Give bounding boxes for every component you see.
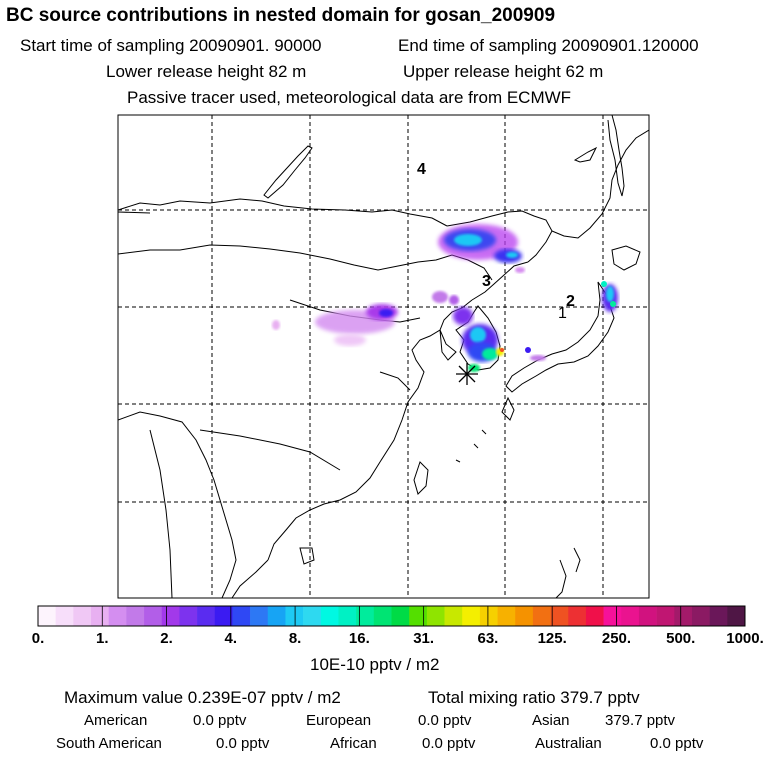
colorbar-cell [497,606,516,626]
contribution-field [272,224,618,372]
colorbar-cell [338,606,357,626]
grid-lines [118,115,649,598]
colorbar-cell [585,606,604,626]
colorbar-tick-label: 125. [537,630,567,647]
map-frame [117,114,650,599]
colorbar-tick-label: 31. [413,630,435,647]
colorbar-cell [38,606,56,626]
colorbar-cell [285,606,304,626]
colorbar-cell [373,606,392,626]
colorbar-cell [532,606,551,626]
colorbar-tick-label: 4. [224,630,238,647]
upper-release-height: Upper release height 62 m [403,62,604,81]
colorbar-cell [320,606,339,626]
australian-value: 0.0 pptv [650,735,704,752]
colorbar-unit: 10E-10 pptv / m2 [310,655,440,674]
maximum-value: Maximum value 0.239E-07 pptv / m2 [64,688,341,707]
colorbar-cell [426,606,445,626]
asian-label: Asian [532,712,570,729]
plot-title: BC source contributions in nested domain… [6,5,556,26]
colorbar-cell [391,606,410,626]
colorbar-cell [303,606,322,626]
colorbar-cell [108,606,127,626]
trajectory-label-3: 3 [482,273,491,290]
colorbar-cell [691,606,710,626]
african-value: 0.0 pptv [422,735,476,752]
american-label: American [84,712,148,729]
colorbar-cell [356,606,375,626]
colorbar-cell [568,606,587,626]
colorbar-tick-label: 16. [348,630,370,647]
trajectory-label-4: 4 [417,161,426,178]
african-label: African [330,735,377,752]
colorbar-cell [232,606,251,626]
colorbar-cell [197,606,216,626]
colorbar-cell [267,606,286,626]
colorbar-cell [91,606,110,626]
total-mixing-ratio: Total mixing ratio 379.7 pptv [428,688,640,707]
colorbar-cell [250,606,269,626]
colorbar-cell [479,606,498,626]
trajectory-labels: 4 3 2 1 [417,161,575,322]
colorbar-cell [656,606,675,626]
colorbar-cell [409,606,428,626]
star-marker [456,363,478,385]
colorbar-cell [709,606,728,626]
colorbar-cell [55,606,74,626]
colorbar-tick-label: 8. [288,630,302,647]
end-time: End time of sampling 20090901.120000 [398,36,699,55]
colorbar-tick-label: 500. [666,630,696,647]
european-value: 0.0 pptv [418,712,472,729]
colorbar-cell [179,606,198,626]
colorbar-cell [621,606,640,626]
colorbar-cell [462,606,481,626]
tracer-note: Passive tracer used, meteorological data… [127,88,572,107]
colorbar-frame [37,605,746,627]
south-american-label: South American [56,735,162,752]
australian-label: Australian [535,735,602,752]
asian-value: 379.7 pptv [605,712,676,729]
colorbar-cell [674,606,693,626]
colorbar-cell [73,606,92,626]
trajectory-label-2: 2 [566,293,575,310]
colorbar-cell [727,606,746,626]
european-label: European [306,712,372,729]
lower-release-height: Lower release height 82 m [106,62,307,81]
colorbar-tick-label: 1000. [726,630,764,647]
south-american-value: 0.0 pptv [216,735,270,752]
colorbar-cell [161,606,180,626]
colorbar-tick-label: 2. [160,630,173,647]
american-value: 0.0 pptv [193,712,247,729]
colorbar-cell [444,606,463,626]
start-time: Start time of sampling 20090901. 90000 [20,36,322,55]
colorbar-tick-label: 0. [31,630,45,647]
colorbar-cell [144,606,163,626]
colorbar-tick-label: 63. [477,630,499,647]
colorbar-tick-label: 1. [96,630,109,647]
colorbar-cell [550,606,569,626]
trajectory-label-1: 1 [558,305,567,322]
colorbar-cell [515,606,534,626]
colorbar-cell [638,606,657,626]
colorbar-cells [38,606,746,626]
colorbar-tick-label: 250. [601,630,632,647]
colorbar-cell [126,606,145,626]
colorbar-cell [214,606,233,626]
colorbar-cell [603,606,622,626]
